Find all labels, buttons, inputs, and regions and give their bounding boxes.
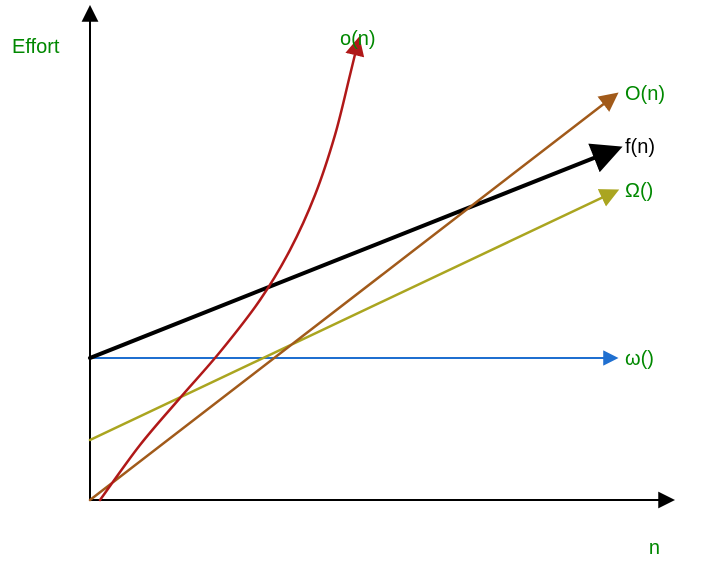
y-axis-label: Effort <box>12 36 60 58</box>
series-label-big-omega: Ω() <box>625 180 653 202</box>
series-label-f-n: f(n) <box>625 136 655 158</box>
series-label-little-o: o(n) <box>340 28 376 50</box>
chart-svg: n Effort ω() Ω() f(n) O(n) o(n) <box>0 0 704 570</box>
series-label-big-o: O(n) <box>625 83 665 105</box>
complexity-chart: n Effort ω() Ω() f(n) O(n) o(n) <box>0 0 704 570</box>
x-axis-label: n <box>649 537 660 559</box>
series-label-omega-lower: ω() <box>625 348 654 370</box>
